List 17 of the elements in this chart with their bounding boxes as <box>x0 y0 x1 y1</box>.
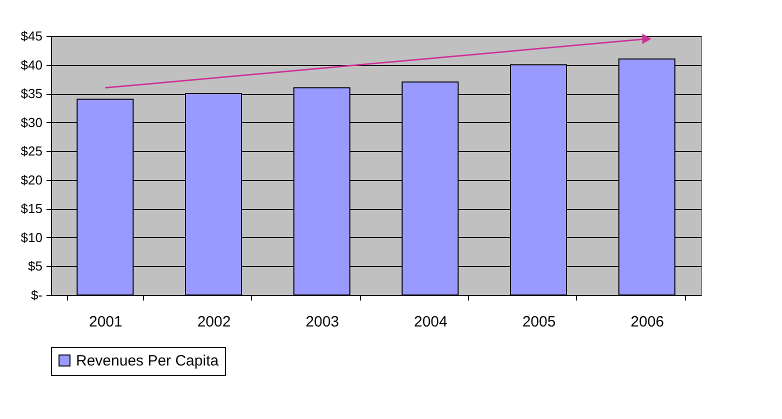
y-tick-label: $- <box>30 288 42 302</box>
y-tick-label: $25 <box>20 144 42 159</box>
y-tick-label: $30 <box>20 114 42 130</box>
y-tick-label: $10 <box>20 230 42 245</box>
y-tick-label: $20 <box>20 172 42 188</box>
x-tick-label: 2005 <box>522 314 556 330</box>
x-tick-label: 2002 <box>197 314 231 330</box>
x-tick-label: 2003 <box>306 314 340 330</box>
y-tick-label: $45 <box>20 28 42 44</box>
x-tick-label: 2006 <box>630 314 664 330</box>
y-tick-label: $5 <box>28 258 42 274</box>
x-tick-label: 2004 <box>414 314 448 330</box>
y-tick-label: $35 <box>20 86 42 102</box>
y-tick-label: $40 <box>20 57 42 72</box>
legend-label: Revenues Per Capita <box>76 352 220 370</box>
x-tick-label: 2001 <box>88 314 122 330</box>
y-tick-label: $15 <box>20 201 42 216</box>
